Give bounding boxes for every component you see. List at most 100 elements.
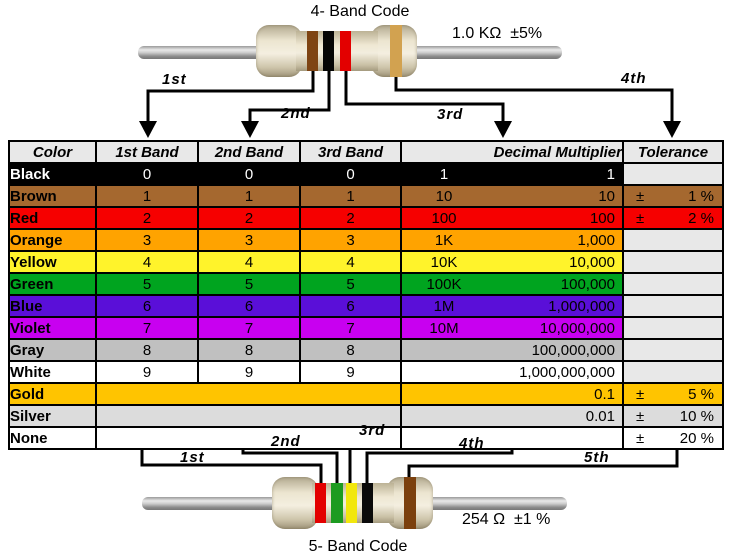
bottom-band-label-2nd: 2nd [271, 433, 301, 450]
color-name-cell: Gray [8, 338, 97, 362]
multiplier-cell: 1K 1,000 [400, 228, 624, 252]
table-row: Gray 8 8 8 100,000,000 [8, 338, 724, 362]
bottom-band-label-5th: 5th [584, 449, 610, 466]
multiplier-short-value: 1K [434, 231, 454, 249]
band2-value-cell: 4 [197, 250, 301, 274]
band3-value-cell: 4 [299, 250, 402, 274]
color-name-cell: White [8, 360, 97, 384]
tolerance-cell [622, 316, 724, 340]
resistor-body-left-cap [272, 477, 318, 529]
band3-value-cell: 0 [299, 162, 402, 186]
multiplier-long-value: 0.01 [585, 407, 615, 425]
band1-value-cell: 8 [95, 338, 199, 362]
four-band-code-title: 4- Band Code [310, 3, 410, 20]
table-row: Green 5 5 5 100K 100,000 [8, 272, 724, 296]
table-header-row: Color 1st Band 2nd Band 3rd Band Decimal… [8, 140, 724, 164]
arrow-line-top-1st [146, 70, 315, 122]
multiplier-cell [400, 426, 624, 450]
top-band-label-2nd: 2nd [281, 105, 311, 122]
tolerance-cell [622, 162, 724, 186]
band3-value-cell: 6 [299, 294, 402, 318]
plus-minus-sign: ± [636, 209, 645, 227]
top-band-label-1st: 1st [162, 71, 187, 88]
band2-value-cell: 2 [197, 206, 301, 230]
arrowhead-top-2nd-icon [241, 121, 259, 138]
table-row: None ± 20 % [8, 426, 724, 450]
tolerance-cell [622, 250, 724, 274]
table-row: Violet 7 7 7 10M 10,000,000 [8, 316, 724, 340]
header-3rd-band: 3rd Band [299, 140, 402, 164]
band1-value-cell: 4 [95, 250, 199, 274]
color-name-cell: Silver [8, 404, 97, 428]
multiplier-short-value: 100 [431, 209, 457, 227]
four-band-resistor-illustration [256, 25, 418, 77]
table-row: Black 0 0 0 1 1 [8, 162, 724, 186]
multiplier-long-value: 10,000,000 [539, 319, 615, 337]
band-gold-icon [390, 25, 402, 77]
band-black-icon [362, 483, 373, 523]
multiplier-cell: 100K 100,000 [400, 272, 624, 296]
band1-value-cell: 1 [95, 184, 199, 208]
band2-value-cell: 3 [197, 228, 301, 252]
band2-value-cell: 7 [197, 316, 301, 340]
arrowhead-top-1st-icon [139, 121, 157, 138]
tolerance-value: 1 % [688, 187, 714, 205]
tolerance-cell: ± 20 % [622, 426, 724, 450]
tolerance-value: 20 % [679, 429, 714, 447]
multiplier-short-value [403, 408, 486, 425]
multiplier-cell: 0.1 [400, 382, 624, 406]
multiplier-short-value: 10K [430, 253, 458, 271]
band3-value-cell: 1 [299, 184, 402, 208]
multiplier-cell: 10M 10,000,000 [400, 316, 624, 340]
table-row: Yellow 4 4 4 10K 10,000 [8, 250, 724, 274]
multiplier-short-value: 10 [435, 187, 453, 205]
band-yellow-icon [346, 483, 357, 523]
multiplier-cell: 1 1 [400, 162, 624, 186]
multiplier-short-value [403, 364, 486, 381]
color-name-cell: Brown [8, 184, 97, 208]
color-name-cell: Orange [8, 228, 97, 252]
multiplier-long-value: 10 [598, 187, 615, 205]
tolerance-cell: ± 10 % [622, 404, 724, 428]
plus-minus-sign: ± [636, 429, 645, 447]
multiplier-short-value: 1M [433, 297, 455, 315]
table-row: Blue 6 6 6 1M 1,000,000 [8, 294, 724, 318]
band3-value-cell: 8 [299, 338, 402, 362]
tolerance-value: 2 % [688, 209, 714, 227]
band1-value-cell: 2 [95, 206, 199, 230]
band1-value-cell: 3 [95, 228, 199, 252]
band3-value-cell: 2 [299, 206, 402, 230]
header-decimal-multiplier: Decimal Multiplier [400, 140, 624, 164]
arrow-line-top-2nd [248, 70, 331, 122]
band3-value-cell: 7 [299, 316, 402, 340]
multiplier-cell: 1M 1,000,000 [400, 294, 624, 318]
tolerance-cell: ± 1 % [622, 184, 724, 208]
band-black-icon [323, 31, 334, 71]
color-name-cell: Red [8, 206, 97, 230]
arrow-line-top-4th [394, 70, 674, 122]
multiplier-cell: 10 10 [400, 184, 624, 208]
bottom-band-label-1st: 1st [180, 449, 205, 466]
color-name-cell: Black [8, 162, 97, 186]
arrow-line-bottom-1st [140, 440, 323, 490]
color-name-cell: Yellow [8, 250, 97, 274]
band2-value-cell: 1 [197, 184, 301, 208]
color-name-cell: Green [8, 272, 97, 296]
header-color: Color [8, 140, 97, 164]
multiplier-short-value: 100K [426, 275, 462, 293]
arrow-line-top-3rd [344, 70, 505, 122]
top-band-label-4th: 4th [621, 70, 647, 87]
five-band-resistor-illustration [272, 477, 433, 529]
multiplier-short-value [403, 386, 486, 403]
color-code-table: Color 1st Band 2nd Band 3rd Band Decimal… [8, 140, 724, 450]
band3-value-cell: 3 [299, 228, 402, 252]
band2-value-cell: 9 [197, 360, 301, 384]
band-green-icon [331, 483, 343, 523]
multiplier-short-value [403, 342, 486, 359]
tolerance-cell [622, 228, 724, 252]
color-name-cell: Blue [8, 294, 97, 318]
band3-value-cell: 9 [299, 360, 402, 384]
multiplier-cell: 100,000,000 [400, 338, 624, 362]
band1-value-cell: 0 [95, 162, 199, 186]
